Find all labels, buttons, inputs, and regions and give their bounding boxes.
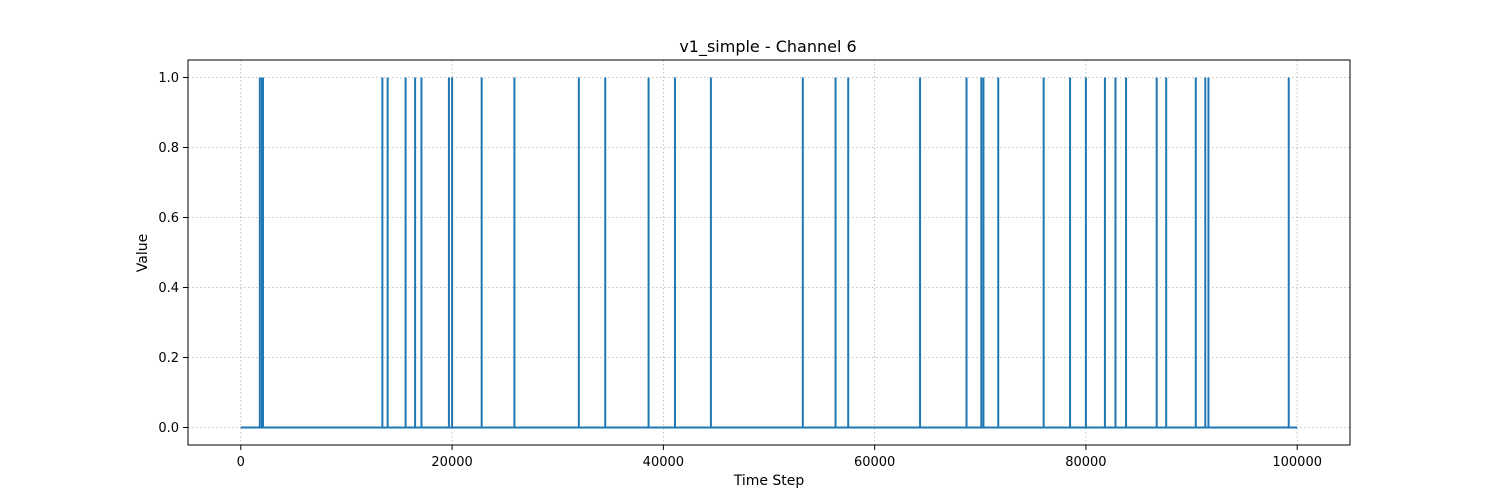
x-axis-label: Time Step	[733, 473, 805, 489]
y-tick-label: 0.8	[158, 141, 179, 156]
y-tick-label: 0.2	[158, 351, 179, 366]
x-tick-label: 80000	[1065, 455, 1106, 470]
x-tick-label: 100000	[1272, 455, 1322, 470]
y-tick-label: 0.6	[158, 211, 179, 226]
x-tick-label: 40000	[643, 455, 684, 470]
plot-frame	[187, 59, 1351, 446]
y-tick-label: 1.0	[158, 71, 179, 86]
y-tick-label: 0.0	[158, 421, 179, 436]
x-tick-label: 20000	[431, 455, 472, 470]
x-axis: 0 20000 40000 60000 80000 100000	[237, 445, 1322, 470]
x-tick-label: 60000	[854, 455, 895, 470]
series-group	[240, 77, 1298, 429]
grid	[188, 60, 1350, 445]
y-axis-label: Value	[135, 234, 151, 272]
chart-title: v1_simple - Channel 6	[679, 37, 856, 57]
y-tick-label: 0.4	[158, 281, 179, 296]
x-tick-label: 0	[237, 455, 245, 470]
y-axis: 0.0 0.2 0.4 0.6 0.8 1.0	[158, 71, 188, 436]
